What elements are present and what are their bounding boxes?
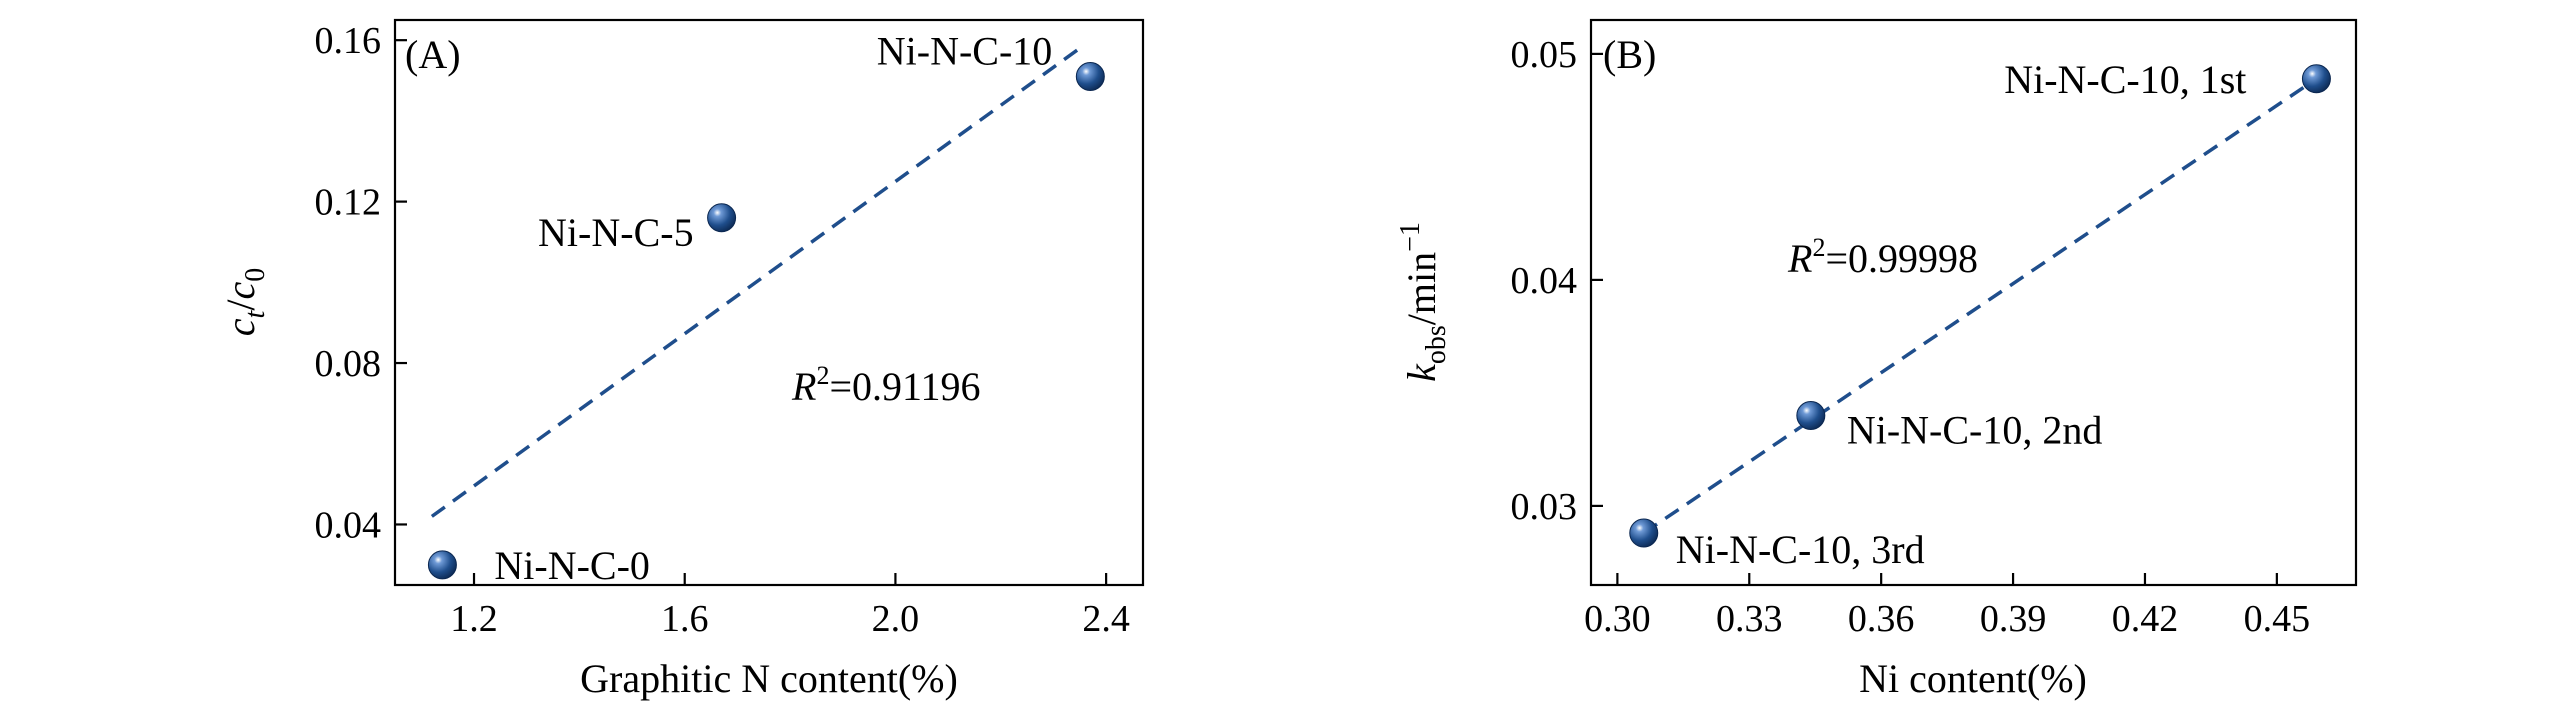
panel-a-y-label-sub-0: 0	[240, 268, 271, 282]
panel-b-r2-annotation: R2=0.99998	[1787, 233, 1978, 281]
x-tick-label: 1.6	[661, 598, 709, 640]
data-point	[1075, 62, 1105, 91]
panel-a-label: (A)	[405, 32, 461, 77]
panel-b-points: Ni-N-C-10, 3rd Ni-N-C-10, 2nd Ni-N-C-10, 1…	[1629, 57, 2331, 572]
panel-a-y-label-slash: /	[218, 299, 263, 311]
panel-b-x-axis-label: Ni content(%)	[1859, 656, 2087, 701]
data-point	[1629, 518, 1659, 548]
panel-b: (B) 0.30 0.33 0.36 0.39 0.42 0.45 0.030.040.0…	[1395, 18, 2358, 701]
panel-a-frame	[393, 18, 1145, 587]
panel-b-y-ticks: 0.03 0.04 0.05	[1511, 34, 1603, 528]
y-tick-label: 0.16	[315, 20, 382, 62]
panel-b-r2-symbol: R	[1787, 236, 1812, 281]
panel-b-y-label-sup: −1	[1395, 222, 1426, 252]
panel-a-y-label-sub-t: t	[240, 309, 271, 318]
point-label: Ni-N-C-0	[494, 543, 650, 588]
panel-a-y-label-c: c	[218, 318, 263, 336]
x-tick-label: 1.2	[450, 598, 498, 640]
panel-a-x-axis-label: Graphitic N content(%)	[580, 656, 958, 701]
panel-b-label: (B)	[1603, 32, 1656, 77]
panel-a-y-ticks: 0.04 0.08 0.12 0.16	[315, 20, 407, 546]
data-point	[1796, 401, 1826, 430]
panel-b-y-label-k: k	[1399, 363, 1444, 382]
x-tick-label: 0.30	[1584, 598, 1651, 640]
point-label: Ni-N-C-10, 3rd	[1676, 527, 1925, 572]
x-tick-label: 0.45	[2244, 598, 2311, 640]
x-tick-label: 0.33	[1716, 598, 1783, 640]
y-tick-label: 0.04	[1511, 260, 1578, 302]
panel-a-r2-superscript: 2	[816, 361, 829, 390]
panel-a-y-axis-label: ct/c0	[218, 268, 271, 336]
panel-b-x-ticks: 0.30 0.33 0.36 0.39 0.42 0.45	[1584, 573, 2310, 640]
panel-a-r2-value: =0.91196	[829, 364, 980, 409]
x-tick-label: 2.0	[872, 598, 920, 640]
panel-a-y-label-c2: c	[218, 282, 263, 300]
panel-b-frame	[1589, 18, 2358, 587]
panel-b-r2-value: =0.99998	[1825, 236, 1978, 281]
point-label: Ni-N-C-5	[538, 210, 694, 255]
x-tick-label: 0.36	[1848, 598, 1915, 640]
x-tick-label: 0.39	[1980, 598, 2047, 640]
panel-a-x-ticks: 1.2 1.6 2.0 2.4	[450, 573, 1130, 640]
point-label: Ni-N-C-10, 2nd	[1847, 408, 2103, 453]
y-tick-label: 0.03	[1511, 486, 1578, 528]
panel-b-fit-line	[1642, 77, 2318, 535]
panel-a: (A) 1.2 1.6 2.0 2.4 0.04 0.08 0.12 0.16 Ni-N-C…	[218, 18, 1145, 701]
panel-a-r2-symbol: R	[791, 364, 816, 409]
data-point	[2301, 64, 2331, 94]
point-label: Ni-N-C-10	[877, 29, 1053, 74]
panel-a-points: Ni-N-C-0 Ni-N-C-5 Ni-N-C-10	[427, 29, 1105, 588]
panel-b-y-label-unit: /min	[1399, 252, 1444, 325]
data-point	[707, 203, 737, 233]
x-tick-label: 0.42	[2112, 598, 2179, 640]
y-tick-label: 0.12	[315, 182, 382, 224]
data-point	[427, 550, 457, 580]
y-tick-label: 0.04	[315, 504, 382, 546]
x-tick-label: 2.4	[1082, 598, 1130, 640]
panel-b-y-label-sub-obs: obs	[1421, 325, 1452, 364]
point-label: Ni-N-C-10, 1st	[2004, 57, 2246, 102]
y-tick-label: 0.08	[315, 343, 382, 385]
panel-a-r2-annotation: R2=0.91196	[791, 361, 981, 409]
y-tick-label: 0.05	[1511, 34, 1578, 76]
panel-b-y-axis-label: kobs/min−1	[1395, 222, 1452, 382]
panel-b-r2-superscript: 2	[1812, 233, 1825, 262]
panel-a-fit-line	[430, 46, 1081, 518]
